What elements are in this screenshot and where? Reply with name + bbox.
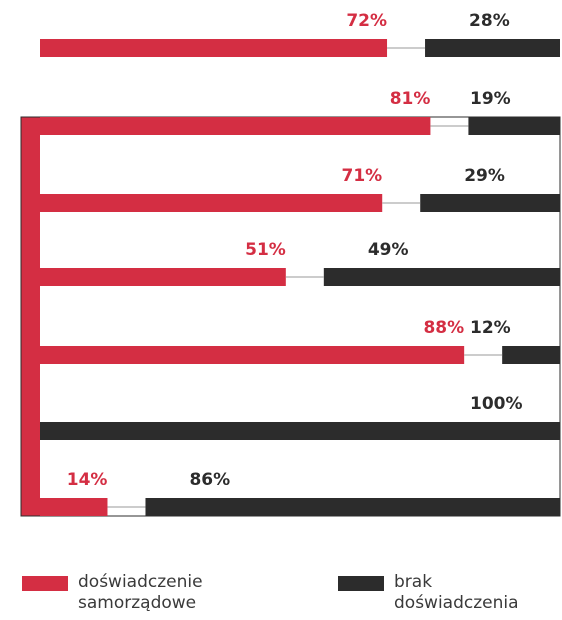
bar-samorzadowe-0 xyxy=(40,39,388,57)
legend-label-line1: brak xyxy=(394,572,433,592)
bar-brak-2 xyxy=(420,194,560,212)
legend-swatch-red xyxy=(22,576,68,591)
bar-brak-6 xyxy=(145,498,561,516)
legend-item-brak: brak doświadczenia xyxy=(338,572,554,614)
label-samorzadowe-2: 71% xyxy=(342,166,383,186)
value-labels-group: 72% 28% 81% 19% 71% 29% 51% 49% 88% 12% 100% 14% 86% xyxy=(67,11,523,490)
label-samorzadowe-0: 72% xyxy=(346,11,387,31)
legend-label-samorzadowe: doświadczenie samorządowe xyxy=(78,572,238,614)
bar-samorzadowe-2 xyxy=(40,194,383,212)
bar-samorzadowe-3 xyxy=(40,268,286,286)
bar-samorzadowe-4 xyxy=(40,346,465,364)
label-brak-2: 29% xyxy=(464,166,505,186)
bracket-red-bar xyxy=(21,117,40,516)
bar-brak-1 xyxy=(468,117,560,135)
label-brak-6: 86% xyxy=(189,470,230,490)
label-samorzadowe-4: 88% xyxy=(423,318,464,338)
bar-samorzadowe-6 xyxy=(40,498,108,516)
label-brak-3: 49% xyxy=(368,240,409,260)
bars-group xyxy=(40,39,561,516)
label-brak-5: 100% xyxy=(470,394,523,414)
bar-brak-4 xyxy=(502,346,560,364)
legend-label-brak: brak doświadczenia xyxy=(394,572,554,614)
legend-label-line1: doświadczenie xyxy=(78,572,203,592)
label-samorzadowe-3: 51% xyxy=(245,240,286,260)
bar-brak-5 xyxy=(40,422,560,440)
legend-swatch-dark xyxy=(338,576,384,591)
label-brak-1: 19% xyxy=(470,89,511,109)
legend-item-samorzadowe: doświadczenie samorządowe xyxy=(22,572,238,614)
legend-label-line2: doświadczenia xyxy=(394,593,519,613)
label-brak-4: 12% xyxy=(470,318,511,338)
label-samorzadowe-6: 14% xyxy=(67,470,108,490)
bar-samorzadowe-1 xyxy=(40,117,431,135)
bar-brak-3 xyxy=(323,268,560,286)
legend-label-line2: samorządowe xyxy=(78,593,197,613)
label-brak-0: 28% xyxy=(469,11,510,31)
bar-brak-0 xyxy=(425,39,560,57)
label-samorzadowe-1: 81% xyxy=(390,89,431,109)
